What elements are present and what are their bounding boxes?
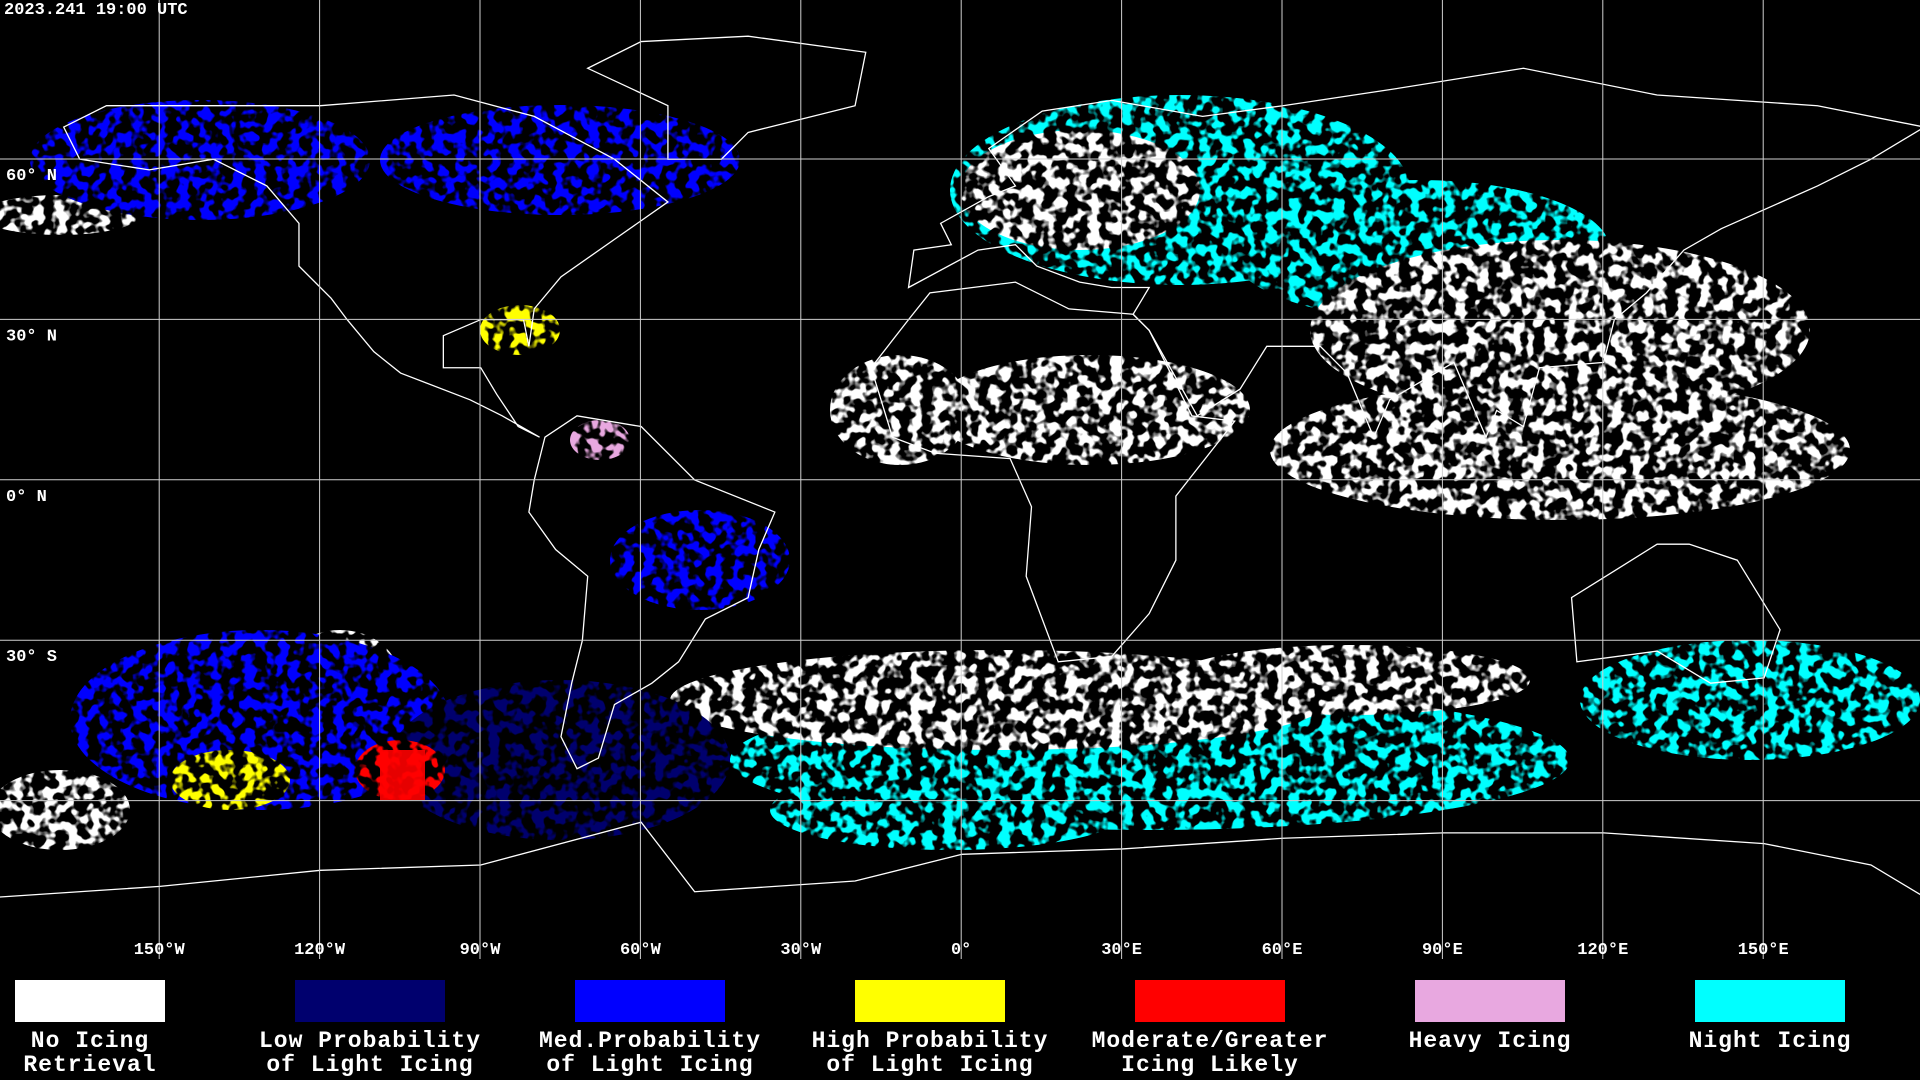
map-area <box>0 0 1920 959</box>
timestamp: 2023.241 19:00 UTC <box>4 1 188 20</box>
legend-swatch <box>15 980 165 1022</box>
legend-label: Heavy Icing <box>1409 1028 1572 1054</box>
legend-label: Low Probability <box>259 1028 481 1054</box>
longitude-label: 150°E <box>1738 941 1789 960</box>
legend-label: Icing Likely <box>1121 1052 1299 1078</box>
legend-label: Night Icing <box>1689 1028 1852 1054</box>
legend-label: of Light Icing <box>546 1052 753 1078</box>
legend-label: No Icing <box>31 1028 149 1054</box>
longitude-label: 120°W <box>294 941 346 960</box>
legend-label: of Light Icing <box>826 1052 1033 1078</box>
legend-label: Moderate/Greater <box>1092 1028 1329 1054</box>
longitude-label: 30°E <box>1101 941 1142 960</box>
legend-label: High Probability <box>812 1028 1049 1054</box>
longitude-label: 60°W <box>620 941 662 960</box>
legend-swatch <box>855 980 1005 1022</box>
icing-patch <box>380 750 425 800</box>
legend-swatch <box>575 980 725 1022</box>
longitude-label: 60°E <box>1262 941 1303 960</box>
latitude-label: 30° S <box>6 648 57 667</box>
longitude-label: 0° <box>951 941 971 960</box>
legend-swatch <box>295 980 445 1022</box>
legend-swatch <box>1415 980 1565 1022</box>
legend-label: Med.Probability <box>539 1028 761 1054</box>
longitude-label: 90°W <box>460 941 502 960</box>
latitude-label: 0° N <box>6 488 47 507</box>
cloud-field <box>0 95 1920 850</box>
graticule-labels: 150°W 120°W 90°W 60°W 30°W 0° 30°E 60°E 90°E 120°… <box>6 167 1789 960</box>
legend-label: of Light Icing <box>266 1052 473 1078</box>
latitude-label: 30° N <box>6 327 57 346</box>
legend-label: Retrieval <box>23 1052 156 1078</box>
longitude-label: 150°W <box>134 941 186 960</box>
coastlines <box>0 36 1920 897</box>
latitude-label: 60° N <box>6 167 57 186</box>
legend-swatch <box>1695 980 1845 1022</box>
graticule <box>0 0 1920 959</box>
longitude-label: 120°E <box>1577 941 1628 960</box>
longitude-label: 30°W <box>780 941 822 960</box>
legend-swatch <box>1135 980 1285 1022</box>
longitude-label: 90°E <box>1422 941 1463 960</box>
